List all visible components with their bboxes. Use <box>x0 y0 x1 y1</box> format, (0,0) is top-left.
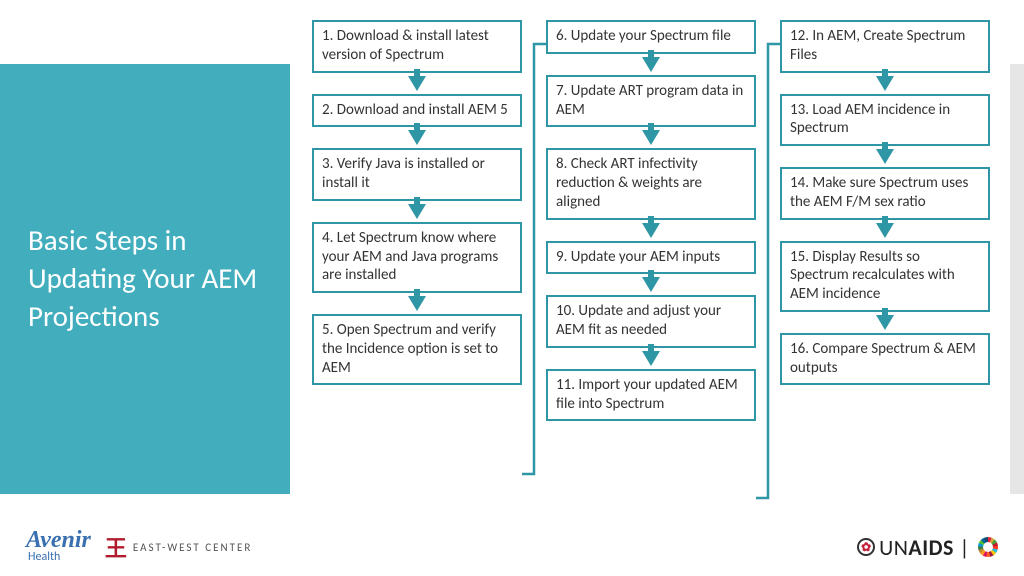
logos-left: Avenir Health 王 EAST-WEST CENTER <box>26 531 252 564</box>
ewc-icon: 王 <box>105 531 127 563</box>
step-box: 12. In AEM, Create Spectrum Files <box>780 20 990 73</box>
east-west-center-logo: 王 EAST-WEST CENTER <box>105 531 252 563</box>
step-box: 16. Compare Spectrum & AEM outputs <box>780 333 990 386</box>
ewc-logo-text: EAST-WEST CENTER <box>133 541 252 554</box>
arrow-down-icon <box>408 204 426 219</box>
footer-logos: Avenir Health 王 EAST-WEST CENTER ✿ UNAID… <box>26 531 998 564</box>
arrow-down-icon <box>642 277 660 292</box>
arrow-down-icon <box>876 76 894 91</box>
flowchart: 1. Download & install latest version of … <box>312 20 990 421</box>
arrow-down-icon <box>642 351 660 366</box>
step-box: 5. Open Spectrum and verify the Incidenc… <box>312 314 522 385</box>
step-box: 14. Make sure Spectrum uses the AEM F/M … <box>780 167 990 220</box>
arrow-down-icon <box>642 130 660 145</box>
step-box: 8. Check ART infectivity reduction & wei… <box>546 148 756 219</box>
step-box: 13. Load AEM incidence in Spectrum <box>780 94 990 147</box>
arrow-down-icon <box>408 76 426 91</box>
step-box: 11. Import your updated AEM file into Sp… <box>546 369 756 422</box>
arrow-down-icon <box>408 130 426 145</box>
arrow-down-icon <box>876 315 894 330</box>
step-box: 2. Download and install AEM 5 <box>312 94 522 128</box>
title-panel: Basic Steps in Updating Your AEM Project… <box>0 64 290 494</box>
step-box: 10. Update and adjust your AEM fit as ne… <box>546 295 756 348</box>
arrow-down-icon <box>642 57 660 72</box>
column-3: 12. In AEM, Create Spectrum Files 13. Lo… <box>780 20 990 421</box>
side-accent <box>1010 64 1024 494</box>
page-title: Basic Steps in Updating Your AEM Project… <box>28 222 270 335</box>
step-box: 7. Update ART program data in AEM <box>546 75 756 128</box>
step-box: 15. Display Results so Spectrum recalcul… <box>780 241 990 312</box>
arrow-down-icon <box>642 223 660 238</box>
step-box: 4. Let Spectrum know where your AEM and … <box>312 222 522 293</box>
avenir-logo-text: Avenir <box>26 531 91 550</box>
column-2: 6. Update your Spectrum file 7. Update A… <box>546 20 756 421</box>
arrow-down-icon <box>876 223 894 238</box>
step-box: 1. Download & install latest version of … <box>312 20 522 73</box>
step-box: 9. Update your AEM inputs <box>546 241 756 275</box>
step-box: 3. Verify Java is installed or install i… <box>312 148 522 201</box>
sdg-wheel-icon <box>978 537 998 557</box>
step-box: 6. Update your Spectrum file <box>546 20 756 54</box>
unaids-ribbon-icon: ✿ <box>857 538 875 556</box>
avenir-health-logo: Avenir Health <box>26 531 91 564</box>
arrow-down-icon <box>408 296 426 311</box>
column-1: 1. Download & install latest version of … <box>312 20 522 421</box>
unaids-logo-text: UNAIDS | <box>879 534 970 561</box>
unaids-logo: ✿ UNAIDS | <box>857 534 998 561</box>
arrow-down-icon <box>876 149 894 164</box>
